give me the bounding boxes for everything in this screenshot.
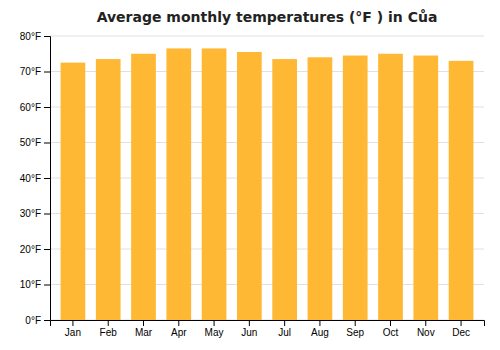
bar: [449, 61, 474, 320]
y-tick: 10°F: [20, 279, 50, 290]
x-tick: Aug: [311, 320, 329, 338]
y-tick: 40°F: [20, 173, 50, 184]
title: Average monthly temperatures (°F ) in Ců…: [97, 9, 438, 25]
x-tick-label: Oct: [383, 327, 399, 338]
y-tick: 80°F: [20, 31, 50, 42]
y-tick-mark: [44, 214, 50, 215]
bars: [61, 48, 474, 320]
y-tick-label: 10°F: [20, 279, 41, 290]
x-tick: May: [205, 320, 224, 338]
bar: [413, 56, 438, 320]
x-tick: Dec: [452, 320, 470, 338]
bar: [96, 59, 121, 320]
bar: [272, 59, 297, 320]
y-tick-label: 50°F: [20, 137, 41, 148]
x-tick: Sep: [346, 320, 364, 338]
x-tick: Jul: [278, 320, 291, 338]
x-tick: Mar: [135, 320, 153, 338]
y-tick-mark: [44, 320, 50, 321]
x-tick-label: Feb: [100, 327, 118, 338]
x-tick-label: Jun: [241, 327, 257, 338]
x-tick-mark: [284, 320, 285, 326]
y-tick-mark: [44, 143, 50, 144]
x-tick-label: Aug: [311, 327, 329, 338]
y-tick-mark: [44, 36, 50, 37]
x-tick-mark: [72, 320, 73, 326]
y-tick-mark: [44, 72, 50, 73]
y-tick-label: 60°F: [20, 102, 41, 113]
x-tick-mark: [425, 320, 426, 326]
x-tick-label: Dec: [452, 327, 470, 338]
bar: [308, 57, 333, 320]
x-axis-line: [51, 321, 485, 327]
x-tick-mark: [178, 320, 179, 326]
grid-line: [50, 36, 484, 37]
y-tick-label: 20°F: [20, 244, 41, 255]
x-tick-label: Nov: [417, 327, 435, 338]
y-tick-label: 70°F: [20, 66, 41, 77]
x-tick-mark: [108, 320, 109, 326]
y-tick-mark: [44, 107, 50, 108]
y-tick-label: 30°F: [20, 208, 41, 219]
chart: 0°F 10°F 20°F 30°F 40°F 50°F 60°F 70°F 80°F Jan Fe…: [0, 0, 500, 350]
x-axis: Jan Feb Mar Apr May Jun Jul Aug Sep Oct Nov Dec: [51, 320, 485, 338]
y-tick-label: 0°F: [25, 315, 41, 326]
bar: [166, 48, 191, 320]
y-tick: 60°F: [20, 102, 50, 113]
bar: [343, 56, 368, 320]
x-tick-mark: [143, 320, 144, 326]
x-tick-mark: [249, 320, 250, 326]
x-tick-label: Mar: [135, 327, 153, 338]
y-tick: 50°F: [20, 137, 50, 148]
bar: [237, 52, 262, 320]
y-axis: 0°F 10°F 20°F 30°F 40°F 50°F 60°F 70°F 80°F: [20, 31, 51, 326]
x-tick: Feb: [100, 320, 118, 338]
x-tick-mark: [214, 320, 215, 326]
x-tick-label: Sep: [346, 327, 364, 338]
x-tick: Jun: [241, 320, 257, 338]
x-tick: Apr: [171, 320, 187, 338]
bar: [61, 63, 86, 320]
bar: [202, 48, 227, 320]
y-tick: 70°F: [20, 66, 50, 77]
x-tick-mark: [319, 320, 320, 326]
y-tick-mark: [44, 178, 50, 179]
y-tick-label: 80°F: [20, 31, 41, 42]
bar: [378, 54, 403, 320]
x-tick: Jan: [65, 320, 81, 338]
x-tick-label: Jul: [278, 327, 291, 338]
y-tick: 30°F: [20, 208, 50, 219]
grid: [50, 36, 484, 320]
y-tick-mark: [44, 285, 50, 286]
y-tick-mark: [44, 249, 50, 250]
x-tick: Oct: [383, 320, 399, 338]
x-tick-mark: [461, 320, 462, 326]
y-axis-line: [44, 37, 51, 321]
x-tick-label: May: [205, 327, 224, 338]
y-tick-label: 40°F: [20, 173, 41, 184]
y-tick: 20°F: [20, 244, 50, 255]
x-tick-mark: [355, 320, 356, 326]
x-tick-mark: [390, 320, 391, 326]
x-tick: Nov: [417, 320, 435, 338]
y-tick: 0°F: [25, 315, 50, 326]
x-tick-label: Jan: [65, 327, 81, 338]
bar: [131, 54, 156, 320]
plot: 0°F 10°F 20°F 30°F 40°F 50°F 60°F 70°F 80°F Jan Fe…: [20, 31, 485, 338]
x-tick-label: Apr: [171, 327, 187, 338]
